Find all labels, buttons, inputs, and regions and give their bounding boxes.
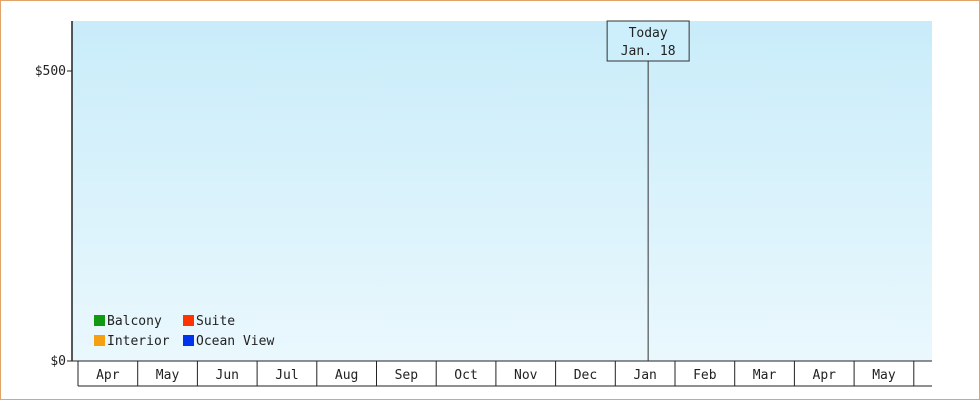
legend: Balcony Suite Interior Ocean View: [94, 314, 274, 349]
x-month-label: Jun: [216, 368, 239, 383]
legend-label-suite: Suite: [196, 314, 235, 329]
x-month-label: Apr: [96, 368, 120, 383]
legend-swatch-balcony: [94, 315, 105, 326]
x-month-label: Sep: [395, 368, 419, 383]
x-axis: Apr May Jun Jul Aug Sep Oct Nov Dec Jan Feb Mar Apr M…: [72, 360, 932, 387]
today-box: [606, 20, 690, 62]
x-month-label: Feb: [693, 368, 717, 383]
today-marker: Today Jan. 18: [606, 20, 690, 361]
x-month-label: Jan: [633, 368, 656, 383]
legend-swatch-suite: [183, 315, 194, 326]
today-label: Today: [629, 26, 668, 41]
legend-swatch-interior: [94, 335, 105, 346]
y-tick-label: $500: [35, 64, 66, 79]
x-month-label: Aug: [335, 368, 358, 383]
x-month-label: Oct: [454, 368, 477, 383]
legend-swatch-ocean-view: [183, 335, 194, 346]
legend-label-balcony: Balcony: [107, 314, 162, 329]
y-axis: $0$500$1,000$1,500$2,000: [35, 21, 73, 369]
legend-label-ocean-view: Ocean View: [196, 334, 274, 349]
x-month-label: May: [156, 368, 180, 383]
plot-background: [72, 21, 932, 361]
today-date: Jan. 18: [621, 44, 676, 59]
x-month-label: Dec: [574, 368, 597, 383]
x-month-label: Mar: [753, 368, 777, 383]
x-month-label: Nov: [514, 368, 538, 383]
y-tick-label: $0: [50, 354, 66, 369]
x-month-label: May: [872, 368, 896, 383]
legend-label-interior: Interior: [107, 334, 170, 349]
x-month-label: Jul: [275, 368, 298, 383]
x-month-label: Apr: [813, 368, 837, 383]
